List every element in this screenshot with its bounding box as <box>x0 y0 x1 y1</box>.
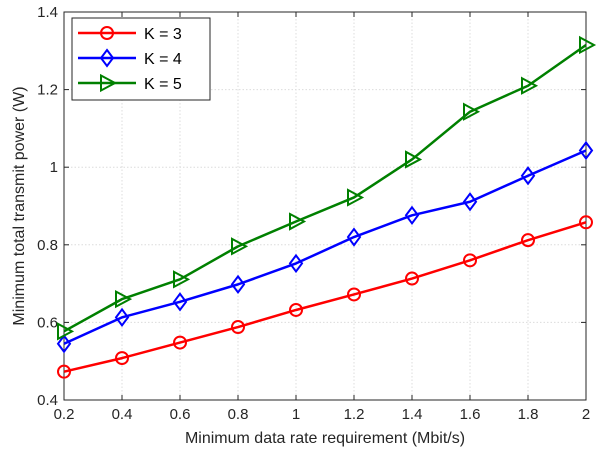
data-point <box>579 215 593 230</box>
data-point <box>114 307 130 328</box>
data-point <box>347 287 361 302</box>
series-2 <box>56 140 594 354</box>
series-line <box>63 149 587 345</box>
data-point <box>115 351 129 366</box>
legend-label: K = 3 <box>144 26 182 43</box>
data-point <box>520 166 536 186</box>
series-line <box>63 43 587 333</box>
data-point <box>462 192 478 212</box>
x-tick-label: 0.8 <box>228 406 249 423</box>
y-tick-label: 1.2 <box>37 82 58 99</box>
legend-marker <box>100 73 118 93</box>
x-tick-label: 1.4 <box>402 406 423 423</box>
legend-label: K = 5 <box>144 76 182 93</box>
data-point <box>172 292 188 312</box>
data-point <box>230 274 246 295</box>
data-point <box>405 271 419 286</box>
data-point <box>173 270 191 289</box>
data-point <box>288 253 304 274</box>
x-axis-label: Minimum data rate requirement (Mbit/s) <box>185 430 465 447</box>
data-point <box>56 334 72 354</box>
data-point <box>231 320 245 335</box>
data-point <box>521 76 539 95</box>
legend-marker <box>100 26 114 40</box>
x-tick-label: 1.6 <box>460 406 481 423</box>
series-line <box>63 221 587 373</box>
legend: K = 3 K = 4 K = 5 <box>71 17 211 101</box>
plot-area-border <box>63 11 587 401</box>
data-point <box>578 140 594 161</box>
data-point <box>463 253 477 268</box>
y-axis-label: Minimum total transmit power (W) <box>11 86 28 325</box>
series-1 <box>57 215 593 379</box>
legend-label: K = 4 <box>144 51 182 68</box>
x-axis-ticks: 0.2 0.4 0.6 0.8 1 1.2 1.4 1.6 1.8 2 <box>54 12 590 423</box>
legend-item: K = 4 <box>78 48 182 68</box>
data-point <box>463 102 481 121</box>
data-point <box>115 289 133 309</box>
x-tick-label: 1 <box>292 406 300 423</box>
data-point <box>173 335 187 350</box>
x-tick-label: 1.2 <box>344 406 365 423</box>
data-point <box>579 35 597 55</box>
data-point <box>346 227 362 247</box>
x-tick-label: 0.2 <box>54 406 75 423</box>
y-tick-label: 0.4 <box>37 392 58 409</box>
legend-item: K = 5 <box>78 73 182 93</box>
y-tick-label: 0.8 <box>37 237 58 254</box>
x-tick-label: 1.8 <box>518 406 539 423</box>
data-point <box>405 150 423 169</box>
data-point <box>231 237 249 256</box>
data-point <box>521 233 535 248</box>
legend-item: K = 3 <box>78 26 182 43</box>
y-tick-label: 1.4 <box>37 4 58 21</box>
data-point <box>404 205 420 225</box>
data-point <box>57 322 75 341</box>
legend-marker <box>99 48 115 68</box>
series-3 <box>57 35 597 341</box>
x-tick-label: 0.4 <box>112 406 133 423</box>
series-group <box>56 35 597 379</box>
data-point <box>289 212 307 231</box>
x-tick-label: 2 <box>582 406 590 423</box>
data-point <box>57 364 71 379</box>
data-point <box>347 188 365 207</box>
x-tick-label: 0.6 <box>170 406 191 423</box>
y-tick-label: 1 <box>50 159 58 176</box>
y-axis-ticks: 0.4 0.6 0.8 1 1.2 1.4 <box>37 4 586 409</box>
data-point <box>289 302 303 317</box>
y-tick-label: 0.6 <box>37 314 58 331</box>
